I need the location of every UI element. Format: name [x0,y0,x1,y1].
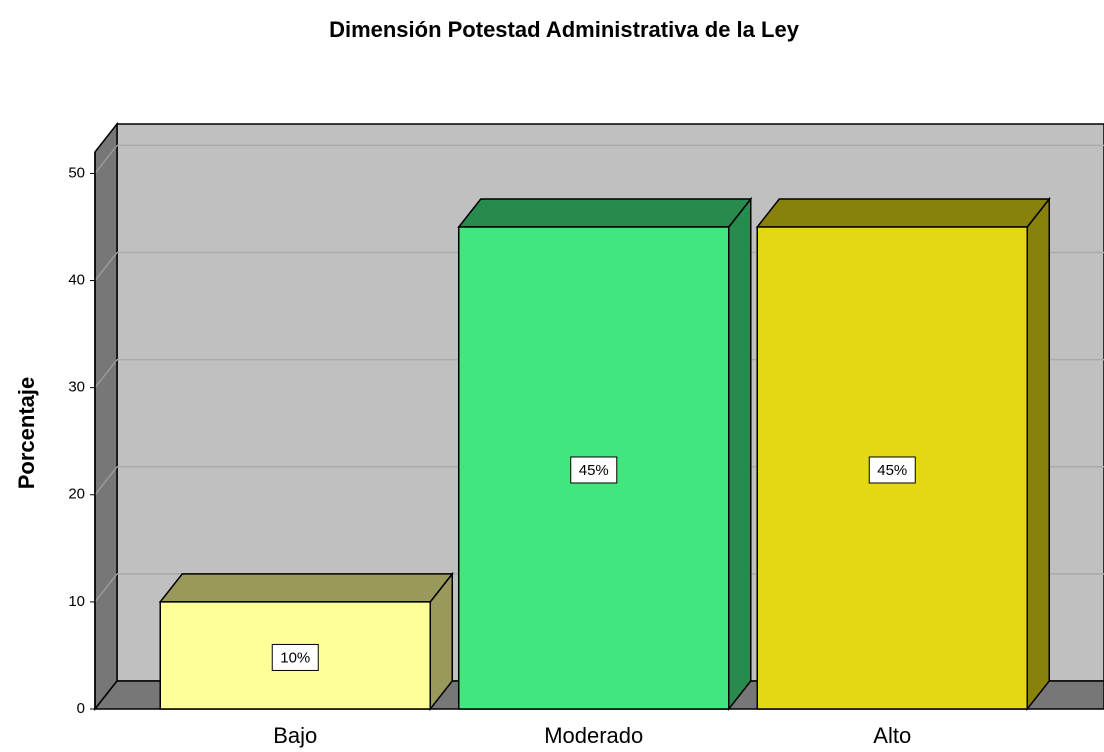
grid-line [94,466,118,496]
x-tick-label: Bajo [273,723,317,748]
grid-line [94,359,118,389]
y-tick-label: 50 [68,164,85,181]
value-label: 10% [280,649,310,666]
x-tick-label: Alto [873,723,911,748]
value-label-box [868,456,916,484]
bar-side [1026,196,1050,712]
chart-title: Dimensión Potestad Administrativa de la … [329,17,800,42]
value-label-box [271,643,319,671]
y-tick-label: 30 [68,379,85,396]
bar-top [457,198,753,228]
grid-line [94,573,118,603]
bar-top [158,573,454,603]
grid-line [94,252,118,282]
value-label: 45% [579,462,609,479]
y-tick-label: 0 [77,700,85,717]
bar-side [728,196,752,712]
y-tick-label: 20 [68,486,85,503]
y-tick-label: 40 [68,272,85,289]
bar-top [755,198,1051,228]
y-tick-label: 10 [68,593,85,610]
grid-line [94,144,118,174]
y-axis-label: Porcentaje [14,377,39,490]
value-label-box [570,456,618,484]
x-tick-label: Moderado [544,723,643,748]
value-label: 45% [877,462,907,479]
side-wall [94,121,118,712]
